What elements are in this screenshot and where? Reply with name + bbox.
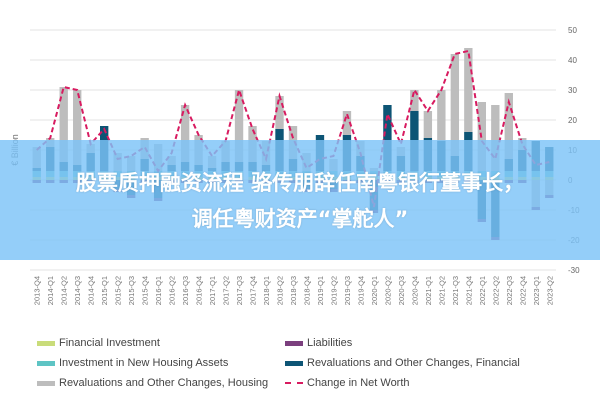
bar-revaluations-and-other-changes-housing [275,96,284,129]
x-tick-label: 2013-Q4 [33,276,42,305]
x-tick-label: 2019-Q4 [356,276,365,305]
bar-revaluations-and-other-changes-housing [437,90,446,141]
x-tick-label: 2014-Q3 [73,276,82,305]
bar-revaluations-and-other-changes-housing [410,90,419,111]
bar-revaluations-and-other-changes-housing [234,90,244,162]
x-tick-label: 2019-Q2 [329,276,338,305]
x-tick-label: 2021-Q1 [424,276,433,305]
x-tick-label: 2018-Q4 [302,276,311,305]
legend-new-housing: Investment in New Housing Assets [37,357,228,369]
legend-label: Change in Net Worth [307,377,410,389]
bar-revaluations-and-other-changes-housing [423,111,433,138]
x-tick-label: 2015-Q1 [100,276,109,305]
headline-line-2: 调任粤财资产“掌舵人” [191,207,409,231]
bar-revaluations-and-other-changes-housing [342,111,352,135]
legend-liabilities: Liabilities [285,337,352,349]
x-tick-label: 2020-Q1 [370,276,379,305]
legend-net-worth: Change in Net Worth [285,377,410,389]
bar-revaluations-and-other-changes-housing [491,105,500,171]
legend-label: Liabilities [307,337,353,349]
x-tick-label: 2018-Q1 [262,276,271,305]
x-tick-label: 2018-Q3 [289,276,298,305]
x-tick-label: 2017-Q1 [208,276,217,305]
legend-reval-housing: Revaluations and Other Changes, Housing [37,377,268,389]
x-tick-label: 2023-Q2 [545,276,554,305]
headline-line-1: 股票质押融资流程 骆传朋辞任南粤银行董事长， [75,171,525,195]
x-tick-label: 2020-Q3 [397,276,406,305]
bar-revaluations-and-other-changes-housing [504,93,513,159]
headline-overlay[interactable]: 股票质押融资流程 骆传朋辞任南粤银行董事长， 调任粤财资产“掌舵人” [0,140,600,260]
x-tick-label: 2015-Q2 [114,276,123,305]
x-tick-label: 2017-Q4 [249,276,258,305]
x-tick-label: 2014-Q2 [60,276,69,305]
x-tick-label: 2019-Q3 [343,276,352,305]
legend-label: Revaluations and Other Changes, Housing [59,377,269,389]
x-tick-label: 2022-Q4 [518,276,527,305]
x-tick-label: 2022-Q3 [505,276,514,305]
legend-label: Financial Investment [59,337,160,349]
legend-swatch [285,340,303,346]
legend-financial-investment: Financial Investment [37,337,160,349]
bar-revaluations-and-other-changes-financial [383,105,392,171]
legend-label: Investment in New Housing Assets [59,357,229,369]
x-tick-label: 2016-Q1 [154,276,163,305]
y-tick-label: 30 [568,86,577,95]
x-tick-label: 2022-Q2 [491,276,500,305]
y-tick-label: 50 [568,26,577,35]
bar-revaluations-and-other-changes-housing [73,90,82,165]
x-tick-label: 2018-Q2 [276,276,285,305]
legend-swatch [37,380,55,386]
x-tick-label: 2014-Q1 [46,276,55,305]
legend-swatch [37,360,55,366]
x-tick-label: 2014-Q4 [87,276,96,305]
x-tick-label: 2016-Q3 [181,276,190,305]
x-tick-label: 2022-Q1 [478,276,487,305]
legend-swatch [37,340,55,346]
legend-reval-financial: Revaluations and Other Changes, Financia… [285,357,520,369]
x-tick-label: 2021-Q3 [451,276,460,305]
x-tick-label: 2016-Q2 [168,276,177,305]
bar-revaluations-and-other-changes-housing [464,48,473,132]
bar-revaluations-and-other-changes-housing [450,54,460,156]
x-tick-label: 2020-Q4 [410,276,419,305]
bar-revaluations-and-other-changes-housing [59,87,68,162]
legend-swatch [285,360,303,366]
x-tick-label: 2023-Q1 [532,276,541,305]
x-tick-label: 2021-Q2 [437,276,446,305]
x-tick-label: 2016-Q4 [195,276,204,305]
x-tick-label: 2017-Q3 [235,276,244,305]
y-tick-label: 40 [568,56,577,65]
x-tick-label: 2020-Q2 [383,276,392,305]
y-tick-label: 20 [568,116,577,125]
x-tick-label: 2019-Q1 [316,276,325,305]
bar-revaluations-and-other-changes-housing [180,105,190,162]
x-tick-label: 2015-Q4 [141,276,150,305]
legend-label: Revaluations and Other Changes, Financia… [307,357,520,369]
y-tick-label: -30 [568,266,580,275]
legend-dash [285,382,303,384]
x-tick-label: 2017-Q2 [222,276,231,305]
x-tick-label: 2021-Q4 [464,276,473,305]
x-tick-label: 2015-Q3 [127,276,136,305]
